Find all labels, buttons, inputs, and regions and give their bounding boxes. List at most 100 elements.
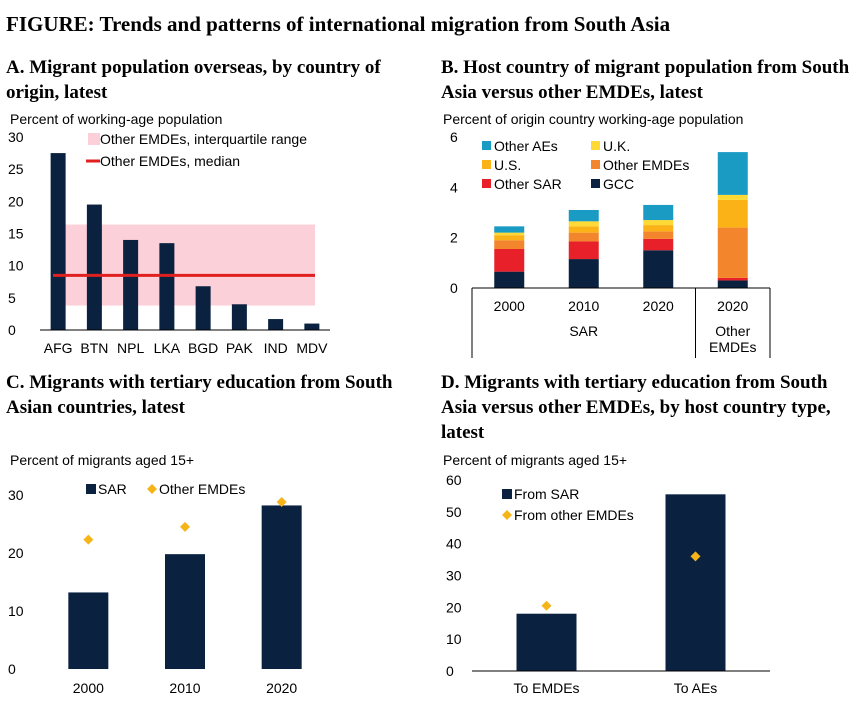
y-tick-label: 0 <box>446 663 454 679</box>
y-tick-label: 20 <box>8 193 24 209</box>
legend-label-interquartile-range: Other EMDEs, interquartile range <box>100 131 307 147</box>
legend-label-other-aes: Other AEs <box>494 138 558 154</box>
legend-label-from-sar: From SAR <box>514 486 579 502</box>
y-tick-label: 30 <box>446 568 462 584</box>
bar-ind <box>268 319 284 330</box>
y-tick-label: 20 <box>8 545 24 561</box>
bar-segment-u-s-1 <box>568 226 599 233</box>
y-tick-label: 10 <box>8 258 24 274</box>
x-tick-label: 2020 <box>717 298 748 314</box>
y-tick-label: 10 <box>446 631 462 647</box>
y-tick-label: 0 <box>450 280 458 296</box>
x-tick-label: BTN <box>80 340 108 356</box>
panel-d-title: D. Migrants with tertiary education from… <box>441 372 831 443</box>
legend-swatch-other-sar <box>482 179 491 188</box>
bar-segment-other-aes-1 <box>568 209 599 222</box>
x-tick-label: BGD <box>188 340 218 356</box>
panel-a-title: A. Migrant population overseas, by count… <box>6 57 381 103</box>
y-tick-label: 30 <box>8 487 24 503</box>
bar-segment-gcc-2 <box>643 250 674 288</box>
panel-a-chart: Percent of working-age population AFG BTN… <box>8 111 330 356</box>
legend-swatch-sar <box>86 484 96 494</box>
legend-swatch-other-emdes <box>147 484 157 494</box>
marker-other-emdes-2020 <box>276 496 287 507</box>
group-label-other-emdes: EMDEs <box>709 339 756 355</box>
bar-segment-other-emdes-2 <box>643 231 674 239</box>
bar-from-sar-to-emdes <box>516 613 577 671</box>
y-tick-label: 5 <box>8 290 16 306</box>
legend-swatch-u-s <box>482 160 491 169</box>
panel-c-ylabel: Percent of migrants aged 15+ <box>10 452 194 468</box>
legend-label-u-s: U.S. <box>494 157 521 173</box>
bar-segment-other-sar-1 <box>568 241 599 260</box>
group-label-other-emdes: Other <box>715 323 750 339</box>
bar-segment-other-aes-2 <box>643 204 674 221</box>
panel-d-ylabel: Percent of migrants aged 15+ <box>443 452 627 468</box>
bar-segment-u-k-2 <box>643 220 674 226</box>
y-tick-label: 15 <box>8 226 24 242</box>
y-tick-label: 20 <box>446 599 462 615</box>
bar-segment-other-aes-3 <box>717 152 748 195</box>
bar-segment-other-sar-3 <box>717 277 748 281</box>
bar-segment-u-k-1 <box>568 221 599 227</box>
y-tick-label: 6 <box>450 129 458 145</box>
legend-label-from-other-emdes: From other EMDEs <box>514 507 634 523</box>
bar-npl <box>123 239 139 330</box>
bar-segment-other-emdes-3 <box>717 227 748 278</box>
marker-other-emdes-2010 <box>180 521 190 532</box>
x-tick-label: PAK <box>226 340 254 356</box>
group-label-sar: SAR <box>569 323 598 339</box>
bar-mdv <box>304 323 320 330</box>
y-tick-label: 4 <box>450 179 458 195</box>
bar-lka <box>159 243 175 330</box>
x-tick-label: To AEs <box>674 680 718 696</box>
bar-bgd <box>195 286 211 330</box>
legend-label-u-k: U.K. <box>603 138 630 154</box>
y-tick-label: 2 <box>450 230 458 246</box>
marker-other-emdes-2000 <box>83 534 94 545</box>
bar-sar-2020 <box>261 505 302 669</box>
legend-swatch-u-k <box>591 141 600 150</box>
bar-sar-2010 <box>165 554 205 669</box>
x-tick-label: 2020 <box>266 680 297 696</box>
legend-label-gcc: GCC <box>603 176 634 192</box>
marker-from-other-emdes-to-emdes <box>541 600 552 611</box>
bar-segment-other-emdes-0 <box>494 240 525 249</box>
y-tick-label: 40 <box>446 536 462 552</box>
panel-c-chart: Percent of migrants aged 15+ 2000 2010 202… <box>8 452 302 696</box>
marker-from-other-emdes-to-aes <box>690 551 701 562</box>
bar-sar-2000 <box>68 592 109 669</box>
x-tick-label: 2020 <box>643 298 674 314</box>
y-tick-label: 10 <box>8 603 24 619</box>
x-tick-label: MDV <box>296 340 328 356</box>
x-tick-label: NPL <box>117 340 144 356</box>
y-tick-label: 25 <box>8 161 24 177</box>
bar-segment-gcc-0 <box>494 271 525 288</box>
bar-segment-other-sar-0 <box>494 248 525 272</box>
bar-segment-other-sar-2 <box>643 238 674 251</box>
x-tick-label: 2010 <box>568 298 599 314</box>
panel-b-chart: Percent of origin country working-age po… <box>443 111 771 358</box>
x-tick-label: 2000 <box>73 680 104 696</box>
bar-segment-u-k-0 <box>494 232 525 236</box>
x-tick-label: 2010 <box>169 680 200 696</box>
x-tick-label: IND <box>264 340 288 356</box>
legend-swatch-from-sar <box>502 489 512 499</box>
legend-label-sar: SAR <box>98 481 127 497</box>
legend-label-other-emdes: Other EMDEs <box>159 481 245 497</box>
interquartile-range-band <box>63 224 315 306</box>
y-tick-label: 0 <box>8 322 16 338</box>
x-tick-label: AFG <box>44 340 73 356</box>
legend-swatch-from-other-emdes <box>502 510 512 520</box>
legend-label-other-sar: Other SAR <box>494 176 562 192</box>
panel-b-ylabel: Percent of origin country working-age po… <box>443 111 743 127</box>
figure-title: FIGURE: Trends and patterns of internati… <box>6 12 671 36</box>
legend-swatch-other-aes <box>482 141 491 150</box>
legend-label-other-emdes: Other EMDEs <box>603 157 689 173</box>
bar-segment-u-s-3 <box>717 199 748 228</box>
legend-swatch-other-emdes <box>591 160 600 169</box>
bar-segment-other-emdes-1 <box>568 232 599 242</box>
y-tick-label: 0 <box>8 661 16 677</box>
panel-b-title: B. Host country of migrant population fr… <box>441 57 850 103</box>
y-tick-label: 30 <box>8 129 24 145</box>
